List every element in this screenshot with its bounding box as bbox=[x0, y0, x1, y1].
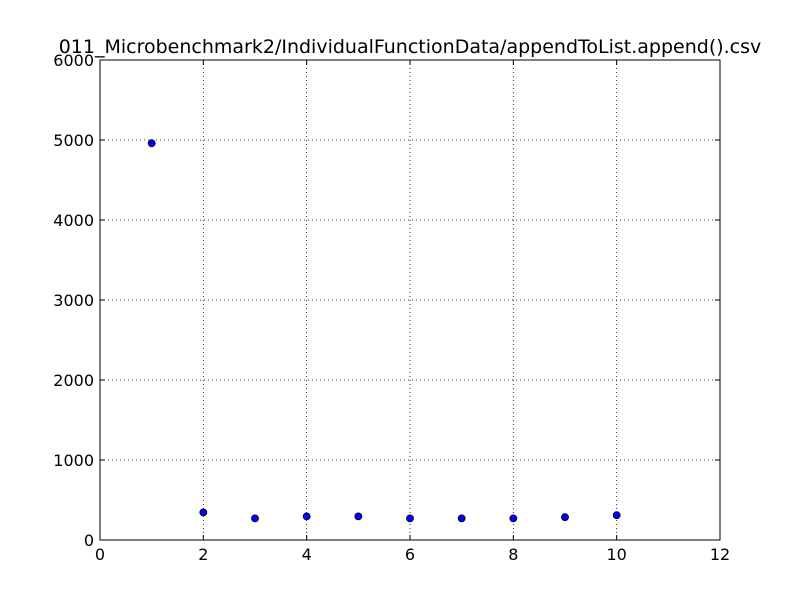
data-point bbox=[354, 512, 363, 521]
y-tick-label: 0 bbox=[84, 531, 94, 550]
data-point bbox=[612, 511, 621, 520]
y-tick-label: 5000 bbox=[53, 131, 94, 150]
x-tick-label: 0 bbox=[95, 545, 105, 564]
y-tick-label: 2000 bbox=[53, 371, 94, 390]
x-tick-label: 10 bbox=[606, 545, 626, 564]
x-tick-label: 6 bbox=[405, 545, 415, 564]
data-point bbox=[457, 514, 466, 523]
data-point bbox=[199, 508, 208, 517]
x-tick-label: 12 bbox=[710, 545, 730, 564]
data-point bbox=[561, 513, 569, 522]
grid-lines bbox=[100, 60, 720, 540]
y-tick-label: 3000 bbox=[53, 291, 94, 310]
chart-title: 011_Microbenchmark2/IndividualFunctionDa… bbox=[59, 36, 762, 58]
x-tick-label: 4 bbox=[302, 545, 312, 564]
data-point bbox=[509, 514, 518, 523]
y-tick-label: 6000 bbox=[53, 51, 94, 70]
x-tick-label: 8 bbox=[508, 545, 518, 564]
data-point bbox=[302, 512, 311, 521]
y-tick-labels: 0 1000 2000 3000 4000 5000 6000 bbox=[53, 51, 94, 550]
data-point bbox=[251, 514, 259, 523]
data-point bbox=[147, 139, 156, 148]
y-tick-label: 1000 bbox=[53, 451, 94, 470]
x-tick-label: 2 bbox=[198, 545, 208, 564]
plot-frame bbox=[99, 59, 721, 541]
data-points bbox=[147, 139, 621, 523]
data-point bbox=[406, 514, 414, 523]
x-tick-labels: 0 2 4 6 8 10 12 bbox=[95, 545, 730, 564]
y-tick-label: 4000 bbox=[53, 211, 94, 230]
